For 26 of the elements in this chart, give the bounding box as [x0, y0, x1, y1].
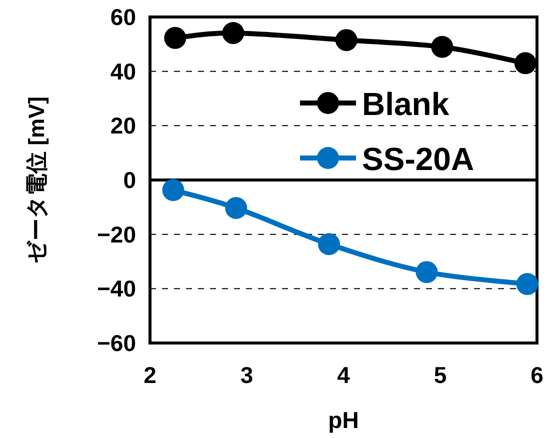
x-tick-label: 5 [434, 362, 447, 388]
y-axis-title: ゼータ電位 [mV] [24, 96, 49, 264]
y-tick-label: 40 [110, 58, 136, 84]
x-tick-label: 4 [337, 362, 350, 388]
x-tick-label: 6 [530, 362, 544, 388]
point [335, 29, 358, 52]
point [431, 36, 454, 58]
y-tick-label: 20 [110, 112, 136, 139]
point [416, 261, 438, 284]
point [164, 26, 186, 49]
x-tick-label: 2 [144, 362, 156, 388]
y-tick-label: 60 [110, 4, 136, 30]
point [514, 52, 536, 74]
y-tick-label: −60 [96, 330, 136, 356]
legend-label: Blank [362, 86, 450, 122]
point [222, 22, 244, 44]
x-tick-label: 3 [240, 362, 254, 388]
y-tick-label: −40 [96, 276, 136, 302]
point [516, 273, 538, 296]
x-axis-title: pH [328, 407, 359, 433]
point [318, 233, 340, 256]
legend-label: SS-20A [362, 141, 474, 177]
point [162, 179, 184, 202]
y-tick-label: 0 [123, 167, 136, 193]
point [225, 196, 248, 219]
y-tick-label: −20 [96, 221, 136, 248]
